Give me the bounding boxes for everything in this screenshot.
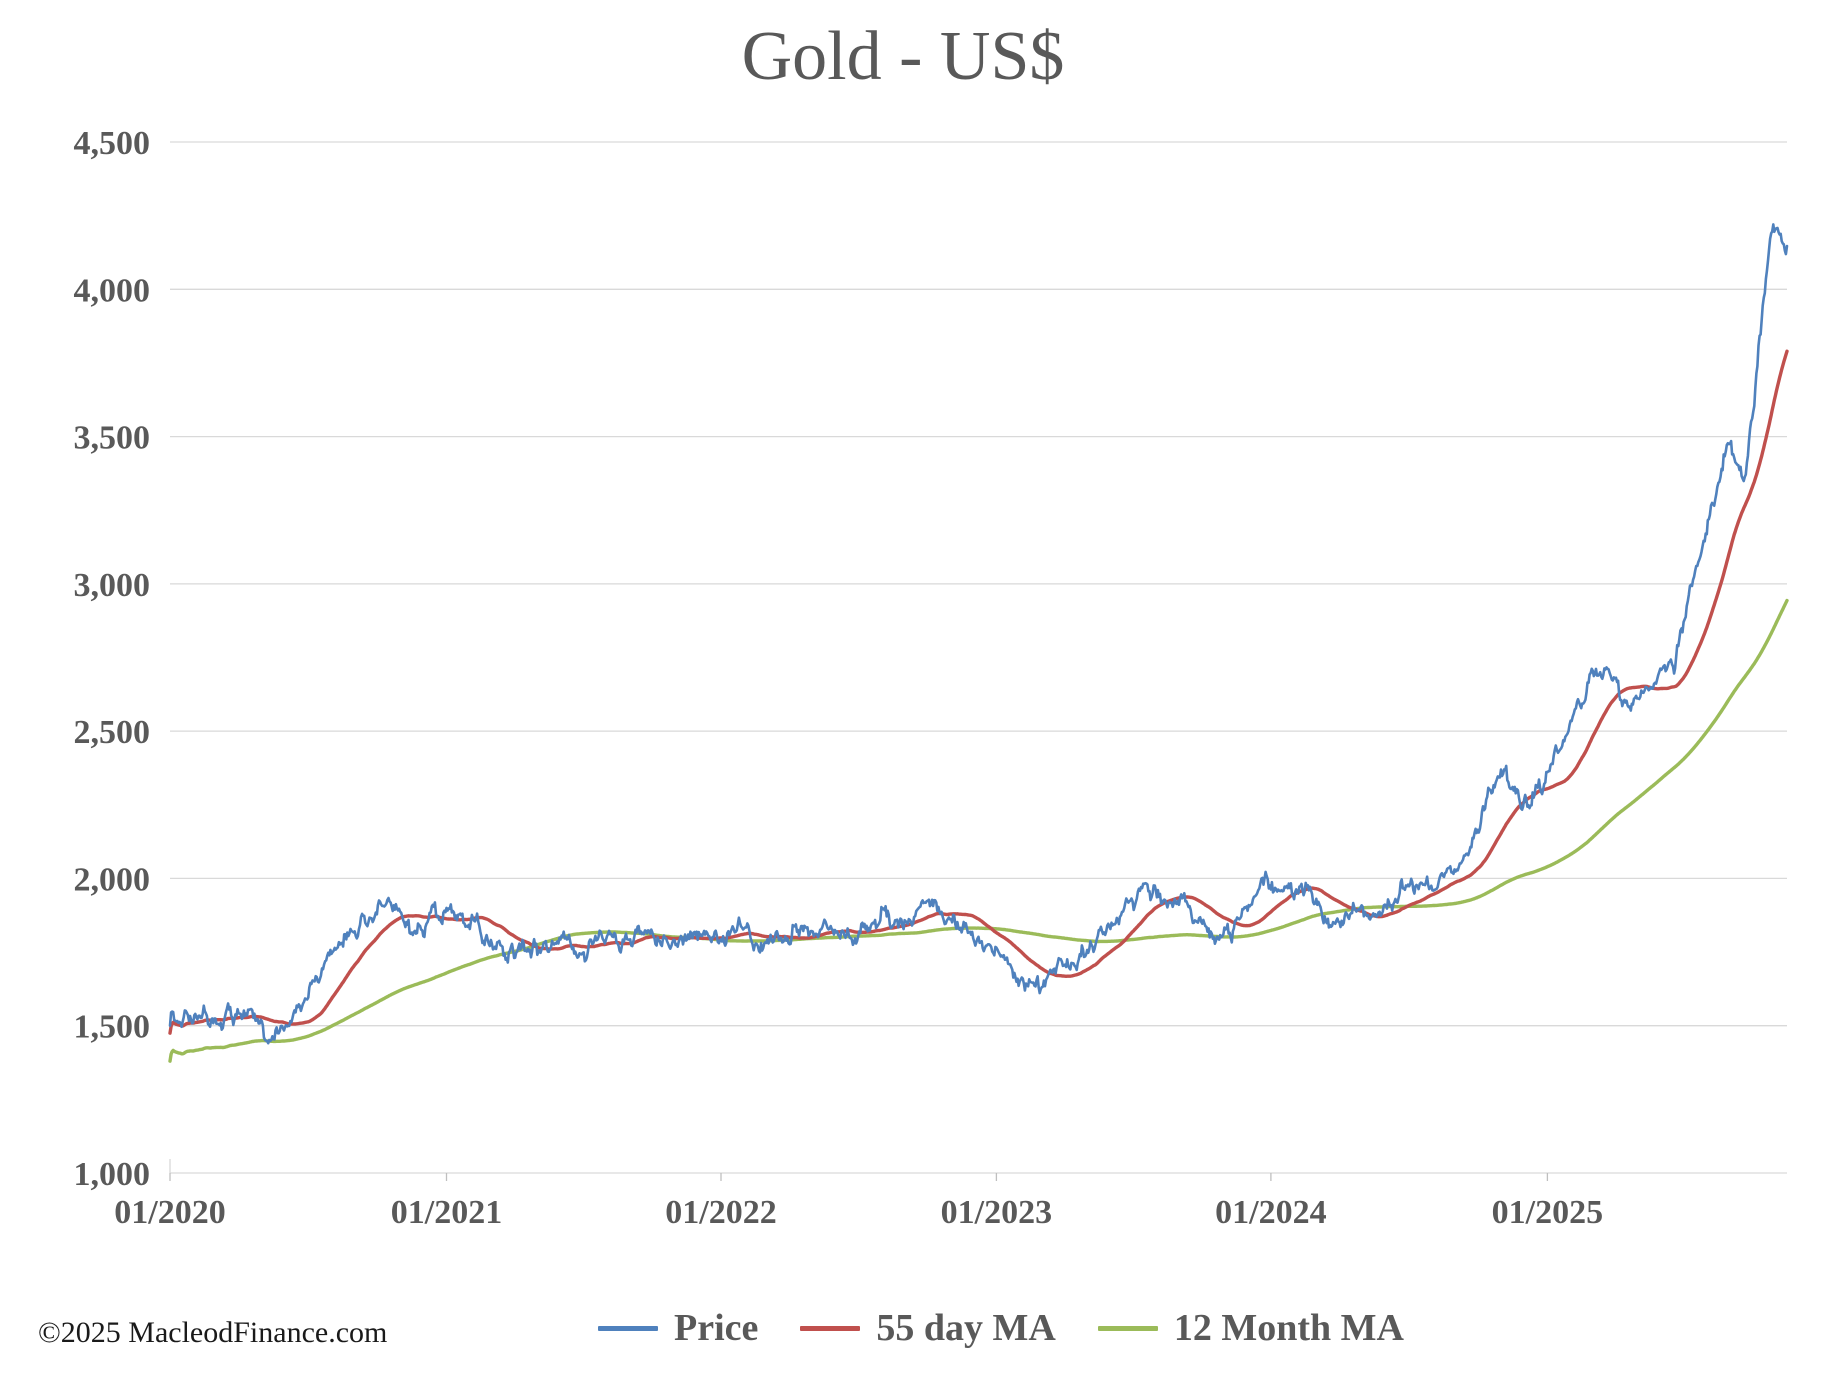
svg-text:01/2021: 01/2021	[391, 1194, 502, 1231]
svg-text:3,500: 3,500	[74, 420, 151, 457]
svg-text:3,000: 3,000	[74, 567, 151, 604]
svg-text:1,000: 1,000	[74, 1156, 151, 1193]
svg-text:2,500: 2,500	[74, 714, 151, 751]
svg-text:1,500: 1,500	[74, 1009, 151, 1046]
svg-text:01/2020: 01/2020	[114, 1194, 225, 1231]
svg-text:4,000: 4,000	[74, 272, 151, 309]
svg-text:01/2022: 01/2022	[665, 1194, 776, 1231]
svg-text:4,500: 4,500	[74, 125, 151, 162]
svg-text:2,000: 2,000	[74, 861, 151, 898]
svg-text:01/2025: 01/2025	[1492, 1194, 1603, 1231]
svg-text:01/2024: 01/2024	[1215, 1194, 1326, 1231]
svg-text:01/2023: 01/2023	[941, 1194, 1052, 1231]
